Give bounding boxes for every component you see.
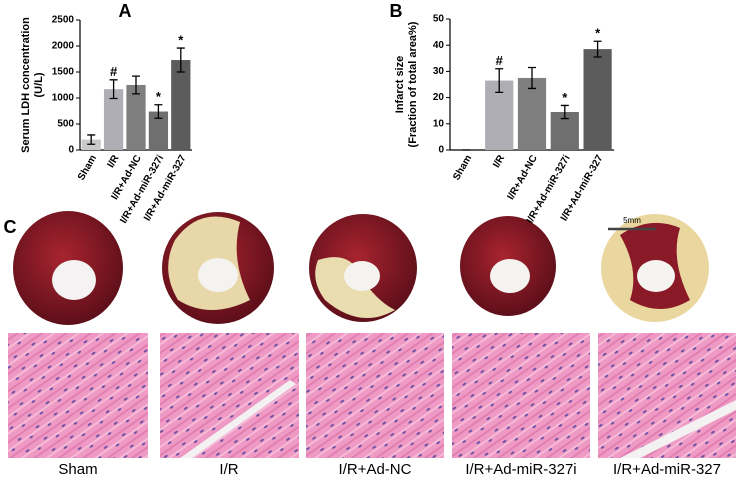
y-tick-label: 50 (433, 14, 445, 25)
group-label: I/R+Ad-miR-327 (613, 461, 721, 478)
y-tick-label: 2000 (52, 41, 75, 52)
y-tick-label: 2500 (52, 15, 75, 26)
y-tick-label: 1500 (52, 67, 75, 78)
significance-mark: * (595, 26, 601, 41)
error-bar (87, 134, 96, 145)
y-tick-label: 40 (433, 40, 445, 51)
error-bar (593, 40, 602, 58)
group-label: I/R (219, 461, 238, 478)
error-bar (528, 66, 536, 90)
significance-mark: * (178, 33, 184, 48)
bar (148, 111, 169, 150)
significance-mark: * (156, 89, 162, 104)
group-label: I/R+Ad-miR-327i (465, 461, 576, 478)
y-tick-label: 10 (433, 118, 445, 129)
significance-mark: * (562, 90, 568, 105)
y-axis-label: Serum LDH concentration (20, 17, 32, 153)
x-tick-label: I/R (491, 153, 507, 170)
bar (126, 85, 146, 150)
x-tick-label: I/R+Ad-NC (505, 153, 539, 202)
heart-sections (13, 211, 709, 325)
error-bar (495, 68, 504, 94)
histology (8, 333, 736, 458)
y-tick-label: 0 (438, 145, 444, 156)
x-tick-label: I/R (106, 153, 122, 170)
error-bar (132, 75, 140, 95)
significance-mark: # (110, 64, 118, 79)
error-bar (560, 104, 569, 120)
y-tick-label: 30 (433, 66, 445, 77)
group-label: Sham (58, 461, 97, 478)
y-tick-label: 500 (57, 119, 74, 130)
panel-letter: C (4, 217, 17, 237)
significance-mark: # (496, 53, 504, 68)
bar (103, 89, 124, 150)
scale-bar-label: 5mm (623, 216, 641, 225)
error-bar (176, 47, 185, 73)
y-tick-label: 20 (433, 92, 445, 103)
error-bar (109, 79, 118, 100)
bar (517, 77, 547, 150)
panel-letter: B (390, 1, 403, 21)
panel-letter: A (119, 1, 132, 21)
group-label: I/R+Ad-NC (339, 461, 412, 478)
y-axis-label: Infarct size (394, 56, 406, 113)
y-tick-label: 1000 (52, 93, 75, 104)
y-axis-label: (Fraction of total area%) (407, 21, 419, 147)
bar (583, 49, 612, 150)
y-tick-label: 0 (68, 145, 74, 156)
error-bar (154, 104, 163, 119)
bar (171, 60, 191, 150)
x-tick-label: Sham (451, 153, 474, 182)
x-tick-label: Sham (76, 153, 99, 182)
y-axis-label: (U/L) (33, 72, 45, 97)
